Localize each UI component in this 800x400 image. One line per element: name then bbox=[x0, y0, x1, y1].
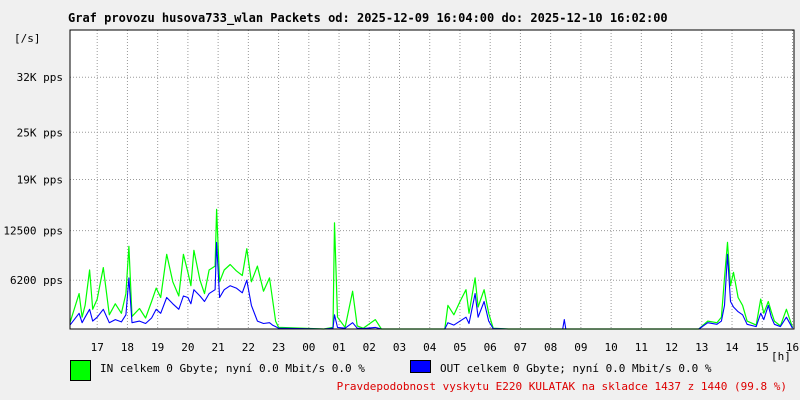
x-axis-unit: [h] bbox=[771, 350, 791, 363]
x-tick-label: 17 bbox=[91, 341, 104, 354]
series-layer bbox=[69, 29, 795, 330]
legend-out-label: OUT celkem 0 Gbyte; nyní 0.0 Mbit/s 0.0 … bbox=[440, 362, 712, 375]
x-tick-label: 00 bbox=[302, 341, 315, 354]
legend-in-label: IN celkem 0 Gbyte; nyní 0.0 Mbit/s 0.0 % bbox=[100, 362, 365, 375]
availability-note: Pravdepodobnost vyskytu E220 KULATAK na … bbox=[336, 380, 787, 393]
y-tick-label: 25K pps bbox=[17, 126, 63, 139]
y-tick-label: 32K pps bbox=[17, 71, 63, 84]
x-tick-label: 20 bbox=[181, 341, 194, 354]
x-tick-label: 01 bbox=[332, 341, 345, 354]
x-tick-label: 10 bbox=[604, 341, 617, 354]
x-tick-label: 14 bbox=[725, 341, 739, 354]
x-tick-label: 19 bbox=[151, 341, 164, 354]
y-tick-label: 12500 pps bbox=[3, 225, 63, 238]
x-tick-label: 06 bbox=[484, 341, 497, 354]
x-tick-label: 09 bbox=[574, 341, 587, 354]
x-tick-label: 16 bbox=[786, 341, 799, 354]
y-tick-label: 6200 pps bbox=[10, 274, 63, 287]
x-tick-label: 18 bbox=[121, 341, 134, 354]
axis-labels: 6200 pps 12500 pps 19K pps 25K pps 32K pps 17… bbox=[3, 32, 799, 363]
x-tick-label: 04 bbox=[423, 341, 437, 354]
legend-out-swatch bbox=[410, 360, 431, 373]
x-tick-label: 02 bbox=[363, 341, 376, 354]
series-line-in bbox=[69, 208, 794, 330]
x-tick-label: 05 bbox=[453, 341, 466, 354]
x-tick-label: 12 bbox=[665, 341, 678, 354]
legend-in-swatch bbox=[70, 360, 91, 381]
x-tick-label: 13 bbox=[695, 341, 708, 354]
plot-border bbox=[69, 29, 795, 330]
x-tick-label: 11 bbox=[635, 341, 648, 354]
x-tick-label: 07 bbox=[514, 341, 527, 354]
x-tick-label: 21 bbox=[212, 341, 225, 354]
x-tick-label: 15 bbox=[756, 341, 769, 354]
x-tick-label: 03 bbox=[393, 341, 406, 354]
y-axis-unit: [/s] bbox=[14, 32, 41, 45]
x-tick-label: 23 bbox=[272, 341, 285, 354]
y-tick-label: 19K pps bbox=[17, 174, 63, 187]
x-tick-label: 08 bbox=[544, 341, 557, 354]
page-title: Graf provozu husova733_wlan Packets od: … bbox=[68, 11, 668, 25]
x-tick-label: 22 bbox=[242, 341, 255, 354]
